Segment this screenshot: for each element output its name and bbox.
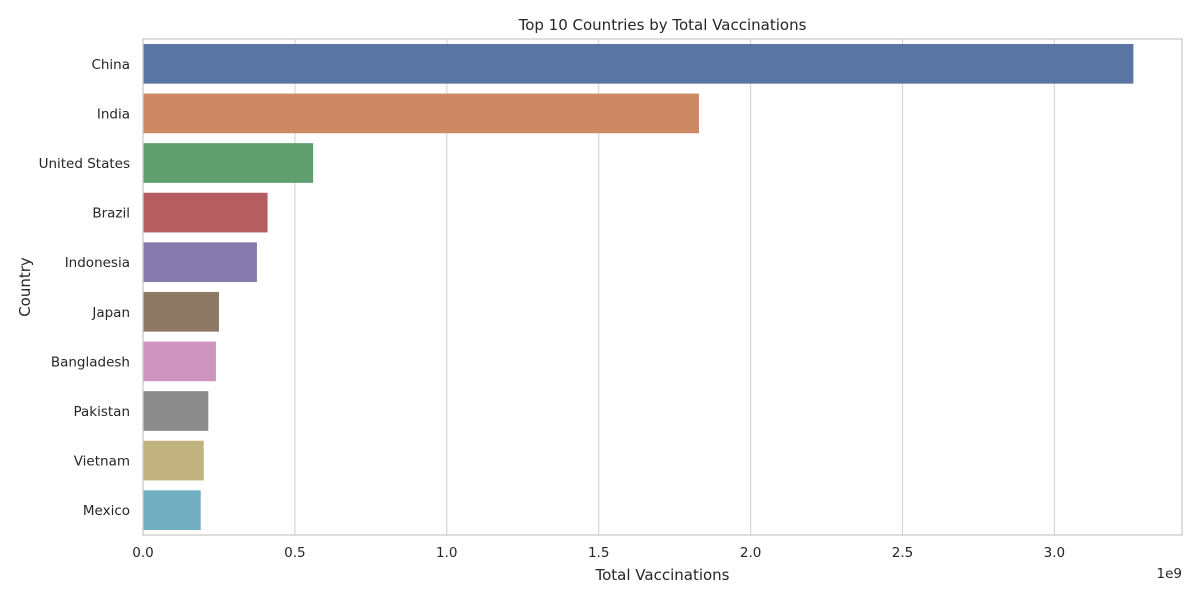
- chart-title: Top 10 Countries by Total Vaccinations: [518, 16, 807, 34]
- y-tick-label: Pakistan: [73, 404, 130, 420]
- y-tick-label: Vietnam: [74, 454, 130, 470]
- y-tick-label: China: [91, 57, 130, 73]
- bar-brazil: [143, 192, 268, 233]
- bar-vietnam: [143, 440, 204, 481]
- bar-indonesia: [143, 242, 257, 283]
- x-tick-label: 3.0: [1044, 545, 1065, 561]
- bar-india: [143, 93, 699, 134]
- y-ticks: China India United States Brazil Indonesia Ja…: [39, 57, 130, 519]
- x-tick-label: 1.5: [588, 545, 609, 561]
- x-tick-label: 1.0: [436, 545, 457, 561]
- x-tick-label: 0.0: [132, 545, 153, 561]
- x-tick-label: 2.5: [892, 545, 913, 561]
- bar-japan: [143, 291, 219, 332]
- bar-pakistan: [143, 391, 209, 431]
- y-tick-label: India: [97, 106, 130, 122]
- y-axis-label: Country: [16, 257, 34, 317]
- y-tick-label: Brazil: [92, 206, 130, 222]
- y-tick-label: United States: [39, 156, 130, 172]
- y-tick-label: Japan: [91, 305, 130, 321]
- bar-bangladesh: [143, 341, 216, 382]
- x-tick-label: 0.5: [284, 545, 305, 561]
- y-tick-label: Bangladesh: [51, 354, 130, 370]
- y-tick-label: Indonesia: [65, 255, 130, 271]
- bars: [143, 43, 1134, 531]
- bar-mexico: [143, 490, 201, 531]
- x-axis-label: Total Vaccinations: [595, 566, 730, 584]
- x-axis-offset-text: 1e9: [1157, 566, 1182, 582]
- y-tick-label: Mexico: [83, 503, 130, 519]
- x-ticks: 0.0 0.5 1.0 1.5 2.0 2.5 3.0: [132, 545, 1065, 561]
- bar-china: [143, 43, 1134, 84]
- bar-united-states: [143, 143, 314, 183]
- x-tick-label: 2.0: [740, 545, 761, 561]
- plot-frame: [142, 38, 1183, 536]
